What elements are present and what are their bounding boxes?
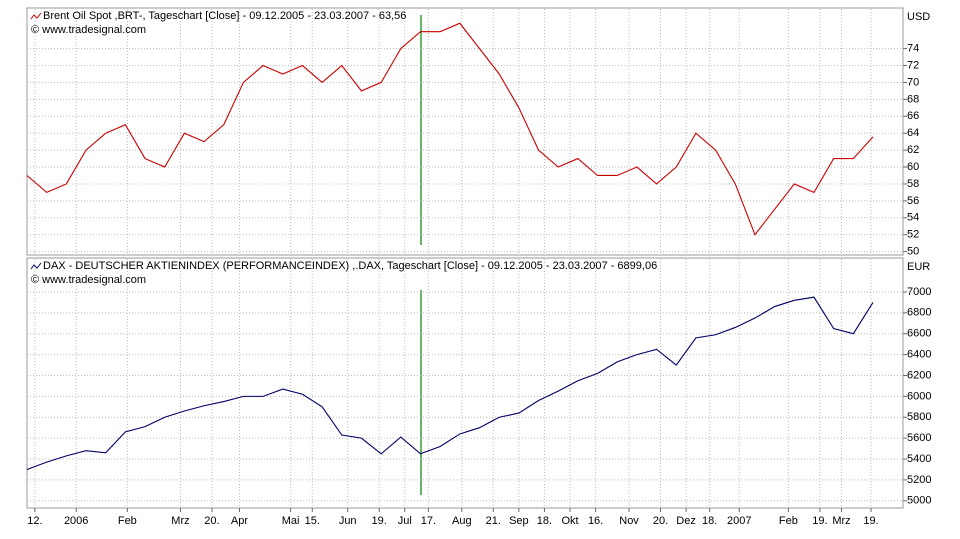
watermark: © www.tradesignal.com <box>31 274 146 286</box>
y-tick-label: 6000 <box>907 390 931 402</box>
axis-unit: USD <box>907 11 930 23</box>
y-tick-label: 66 <box>907 110 919 122</box>
x-tick-label: Dez <box>676 515 696 527</box>
x-tick-label: Aug <box>452 515 472 527</box>
x-tick-label: Mai <box>282 515 300 527</box>
y-tick-label: 6600 <box>907 328 931 340</box>
y-tick-label: 56 <box>907 195 919 207</box>
y-tick-label: 64 <box>907 127 919 139</box>
line-series <box>26 296 874 470</box>
y-tick-label: 6400 <box>907 349 931 361</box>
y-tick-label: 58 <box>907 178 919 190</box>
x-tick-label: Mrz <box>171 515 189 527</box>
y-tick-label: 52 <box>907 229 919 241</box>
y-tick-label: 50 <box>907 246 919 258</box>
x-tick-label: 2006 <box>64 515 88 527</box>
x-tick-label: Apr <box>231 515 248 527</box>
chart-title: Brent Oil Spot ,BRT-, Tageschart [Close]… <box>43 10 406 22</box>
x-tick-label: 15. <box>305 515 320 527</box>
x-tick-label: 19. <box>863 515 878 527</box>
x-tick-label: 18. <box>702 515 717 527</box>
x-tick-label: Sep <box>509 515 529 527</box>
y-tick-label: 62 <box>907 144 919 156</box>
legend-icon <box>30 12 42 20</box>
y-tick-label: 74 <box>907 43 919 55</box>
x-tick-label: Jul <box>398 515 412 527</box>
x-tick-label: 20. <box>653 515 668 527</box>
x-tick-label: Feb <box>118 515 137 527</box>
y-tick-label: 72 <box>907 59 919 71</box>
watermark: © www.tradesignal.com <box>31 24 146 36</box>
y-tick-label: 5400 <box>907 453 931 465</box>
panel-frame <box>26 7 904 256</box>
x-tick-label: Feb <box>779 515 798 527</box>
x-tick-label: 2007 <box>727 515 751 527</box>
chart-title: DAX - DEUTSCHER AKTIENINDEX (PERFORMANCE… <box>43 260 657 272</box>
y-tick-label: 7000 <box>907 286 931 298</box>
x-tick-label: 20. <box>204 515 219 527</box>
x-tick-label: 19. <box>812 515 827 527</box>
y-tick-label: 6200 <box>907 369 931 381</box>
y-tick-label: 54 <box>907 212 919 224</box>
x-tick-label: Nov <box>619 515 639 527</box>
y-tick-label: 5600 <box>907 432 931 444</box>
y-tick-label: 5000 <box>907 495 931 507</box>
line-series <box>26 22 874 236</box>
x-tick-label: 16. <box>588 515 603 527</box>
x-tick-label: Okt <box>561 515 578 527</box>
legend-icon <box>30 262 42 270</box>
x-tick-label: Jun <box>339 515 357 527</box>
y-tick-label: 68 <box>907 93 919 105</box>
y-tick-label: 5800 <box>907 411 931 423</box>
y-tick-label: 5200 <box>907 474 931 486</box>
y-tick-label: 60 <box>907 161 919 173</box>
x-tick-label: 17. <box>421 515 436 527</box>
axis-unit: EUR <box>907 261 930 273</box>
y-tick-label: 6800 <box>907 307 931 319</box>
y-tick-label: 70 <box>907 76 919 88</box>
x-tick-label: Mrz <box>832 515 850 527</box>
x-tick-label: 19. <box>372 515 387 527</box>
x-tick-label: 12. <box>27 515 42 527</box>
x-tick-label: 21. <box>486 515 501 527</box>
panel-frame <box>26 257 904 509</box>
x-tick-label: 18. <box>537 515 552 527</box>
